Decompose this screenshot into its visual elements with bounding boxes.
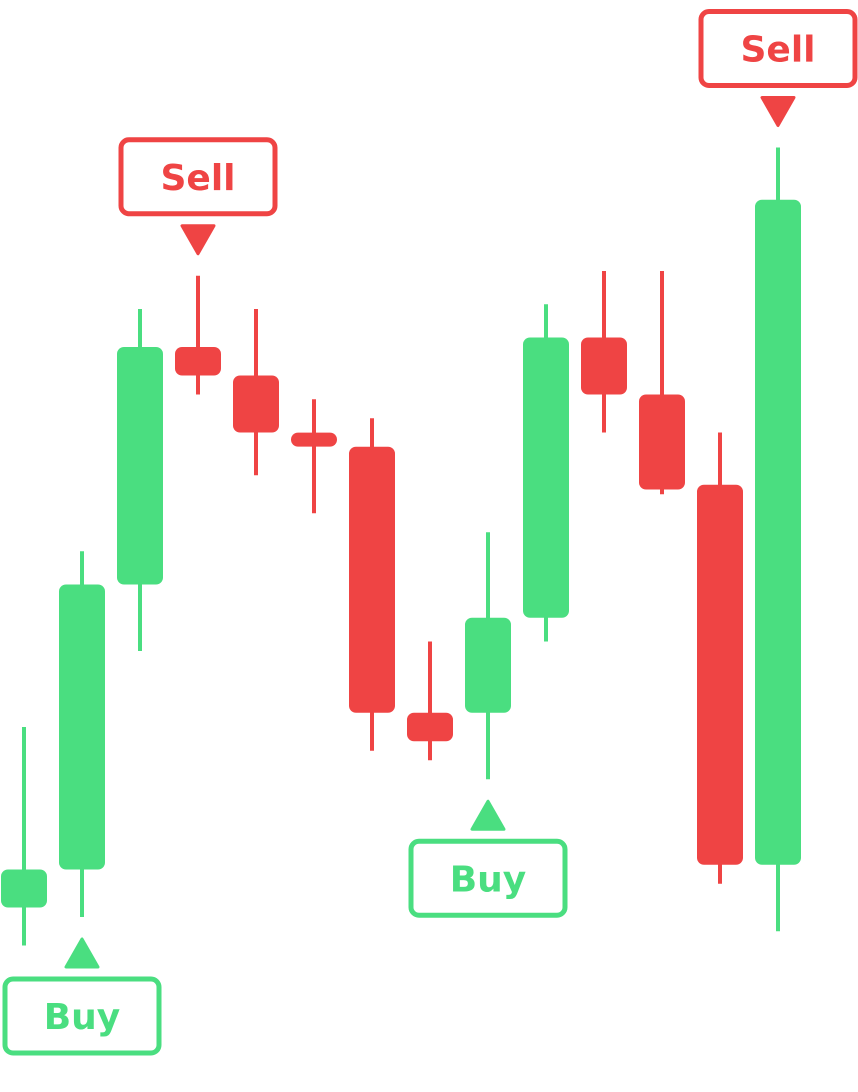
candle-1 — [1, 727, 47, 946]
candle-wick — [660, 271, 664, 495]
candle-4 — [175, 275, 221, 395]
candle-body — [175, 347, 221, 376]
candle-wick — [428, 641, 432, 761]
sell-label-box — [698, 9, 858, 88]
buy-label-box — [408, 838, 568, 918]
candle-8 — [407, 641, 453, 761]
candle-13 — [697, 432, 743, 884]
down-arrow-icon — [180, 224, 216, 256]
candle-9 — [465, 532, 511, 780]
candle-5 — [233, 309, 279, 476]
candle-wick — [196, 275, 200, 395]
candle-body — [465, 617, 511, 713]
candle-6 — [291, 399, 337, 514]
candle-wick — [312, 399, 316, 514]
candle-body — [291, 432, 337, 447]
candle-3 — [117, 309, 163, 651]
buy-label-text: Buy — [450, 859, 527, 900]
down-arrow-icon — [760, 96, 796, 127]
candle-12 — [639, 271, 685, 495]
candle-body — [755, 199, 801, 865]
candle-body — [59, 584, 105, 870]
candle-body — [349, 446, 395, 713]
buy-label-text: Buy — [44, 997, 121, 1038]
candle-14 — [755, 147, 801, 932]
candle-body — [407, 712, 453, 742]
candle-body — [697, 484, 743, 865]
candle-body — [1, 869, 47, 908]
candle-body — [233, 375, 279, 433]
candle-body — [581, 337, 627, 395]
sell-label-box — [118, 137, 278, 217]
candle-body — [639, 394, 685, 490]
buy-label-box — [2, 976, 162, 1056]
sell-signal: Sell — [698, 9, 858, 127]
candle-11 — [581, 271, 627, 433]
candle-body — [523, 337, 569, 618]
up-arrow-icon — [64, 937, 100, 969]
candle-body — [117, 347, 163, 585]
candle-7 — [349, 418, 395, 751]
up-arrow-icon — [470, 799, 506, 831]
sell-label-text: Sell — [740, 30, 815, 71]
buy-signal: Buy — [408, 799, 568, 918]
candle-10 — [523, 304, 569, 642]
sell-signal: Sell — [118, 137, 278, 256]
buy-signal: Buy — [2, 937, 162, 1056]
candle-2 — [59, 551, 105, 917]
candle-wick — [22, 727, 26, 946]
sell-label-text: Sell — [160, 158, 235, 199]
